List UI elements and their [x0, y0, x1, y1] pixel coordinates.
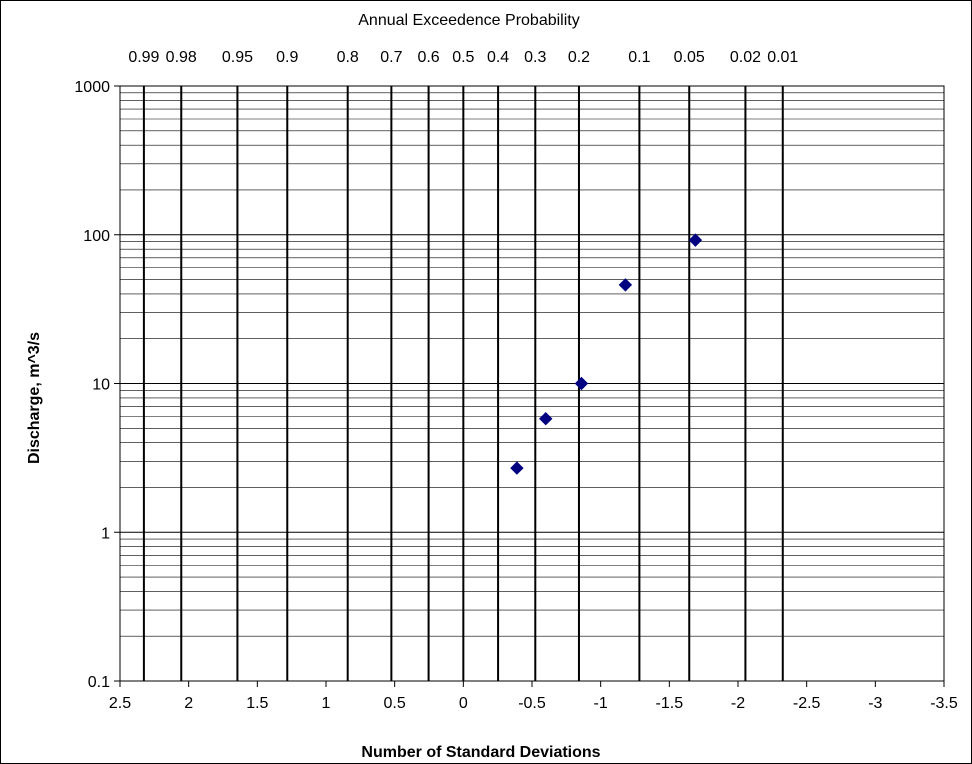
probability-tick-label: 0.99	[128, 49, 159, 66]
chart-title: Annual Exceedence Probability	[358, 12, 579, 29]
y-tick-label: 100	[83, 228, 110, 245]
x-tick-label: 1.5	[246, 695, 268, 712]
probability-tick-label: 0.8	[337, 49, 359, 66]
x-axis-label: Number of Standard Deviations	[361, 744, 600, 761]
probability-tick-label: 0.02	[730, 49, 761, 66]
data-point	[510, 461, 524, 475]
x-tick-label: 2	[184, 695, 193, 712]
probability-tick-label: 0.05	[674, 49, 705, 66]
data-point	[618, 278, 633, 292]
x-tick-label: 1	[322, 695, 331, 712]
data-point	[574, 376, 589, 391]
probability-lines	[142, 86, 784, 681]
x-tick-label: -2	[731, 695, 745, 712]
probability-tick-label: 0.2	[568, 49, 590, 66]
probability-tick-label: 0.01	[767, 49, 798, 66]
probability-tick-label: 0.3	[524, 49, 546, 66]
x-axis-ticks: 2.5 2 1.5 1 0.5 0 -0.5 -1 -1.5 -2 -2.5 -3 -3.5	[109, 681, 958, 712]
y-tick-label: 0.1	[88, 674, 110, 691]
x-tick-label: -3	[868, 695, 882, 712]
probability-tick-label: 0.4	[487, 49, 509, 66]
y-axis-ticks: 0.1 1 10 100 1000	[74, 79, 120, 691]
probability-tick-label: 0.7	[380, 49, 402, 66]
y-tick-label: 1	[101, 525, 110, 542]
probability-tick-labels: 0.99 0.98 0.95 0.9 0.8 0.7 0.6 0.5 0.4 0.3 0.2 0.1 0…	[128, 49, 798, 66]
x-tick-label: 0.5	[384, 695, 406, 712]
probability-tick-label: 0.1	[628, 49, 650, 66]
data-point	[539, 411, 553, 426]
y-axis-label: Discharge, m^3/s	[26, 332, 43, 464]
y-tick-label: 1000	[74, 79, 110, 96]
x-tick-label: 2.5	[109, 695, 131, 712]
probability-tick-label: 0.98	[166, 49, 197, 66]
y-tick-label: 10	[92, 377, 110, 394]
x-tick-label: -1.5	[656, 695, 684, 712]
data-points	[510, 233, 703, 475]
x-tick-label: 0	[459, 695, 468, 712]
gridlines	[120, 85, 944, 682]
data-point	[688, 233, 703, 247]
probability-tick-label: 0.95	[222, 49, 253, 66]
x-tick-label: -0.5	[518, 695, 546, 712]
x-tick-label: -1	[594, 695, 608, 712]
x-tick-label: -3.5	[930, 695, 958, 712]
probability-tick-label: 0.5	[452, 49, 474, 66]
probability-tick-label: 0.9	[276, 49, 298, 66]
x-tick-label: -2.5	[793, 695, 821, 712]
probability-tick-label: 0.6	[417, 49, 439, 66]
